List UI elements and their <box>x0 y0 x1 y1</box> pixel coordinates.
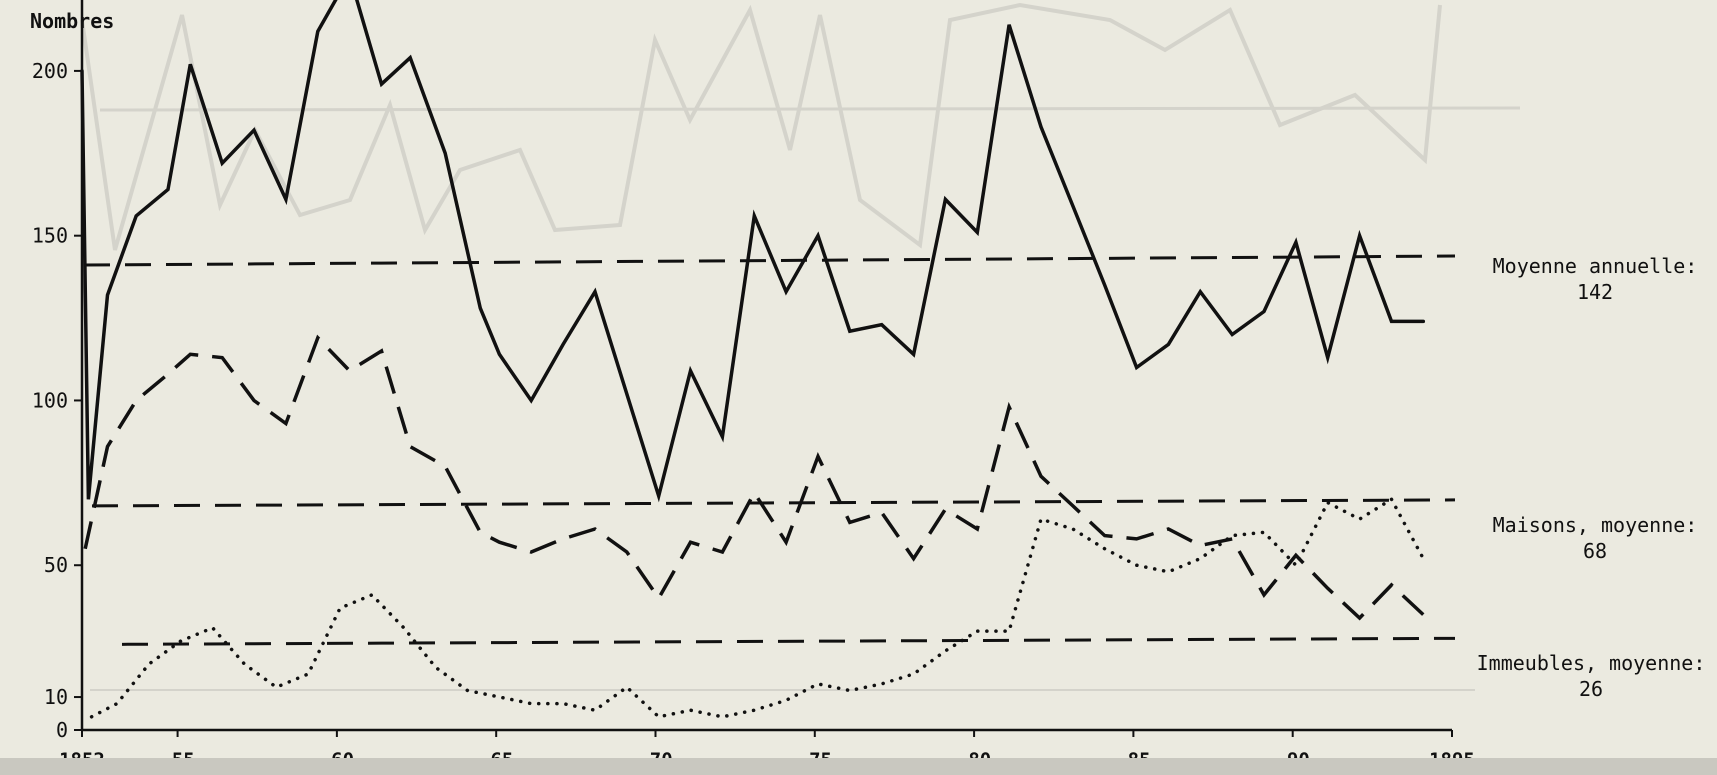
ghost-line <box>80 2 1442 251</box>
y-tick-label: 50 <box>44 553 68 577</box>
series-lines <box>80 0 1426 719</box>
reference-line-2 <box>91 498 1456 508</box>
scan-edge-band <box>0 758 1717 775</box>
annotation-immeubles-text: Immeubles, moyenne: <box>1476 651 1706 675</box>
tick-labels: 010501001502001852-55-60-65-70-75-80-85-… <box>32 59 1475 771</box>
y-tick-label: 0 <box>56 718 68 742</box>
annotation-immeubles-value: 26 <box>1578 677 1604 701</box>
ghost-rule <box>99 106 1521 112</box>
show-through-background <box>80 2 1521 691</box>
annotation-moyenne-annuelle: Moyenne annuelle: 142 <box>1474 253 1716 305</box>
reference-line-1 <box>83 254 1456 267</box>
series-dashed-line <box>83 334 1425 621</box>
annotation-maisons-value: 68 <box>1582 539 1608 563</box>
y-tick-label: 150 <box>32 224 68 248</box>
annotation-moyenne-annuelle-value: 142 <box>1576 280 1614 304</box>
annotation-immeubles: Immeubles, moyenne: 26 <box>1466 650 1716 702</box>
series-solid-line <box>80 0 1426 503</box>
y-tick-label: 100 <box>32 388 68 412</box>
annotation-moyenne-annuelle-text: Moyenne annuelle: <box>1492 254 1698 278</box>
y-axis-title: Nombres <box>30 9 114 33</box>
annotation-maisons: Maisons, moyenne: 68 <box>1474 512 1716 564</box>
y-tick-label: 10 <box>44 685 68 709</box>
reference-lines <box>83 254 1456 646</box>
reference-line-3 <box>121 636 1456 646</box>
y-tick-label: 200 <box>32 59 68 83</box>
annotation-maisons-text: Maisons, moyenne: <box>1492 513 1698 537</box>
series-dotted-line <box>89 496 1426 719</box>
